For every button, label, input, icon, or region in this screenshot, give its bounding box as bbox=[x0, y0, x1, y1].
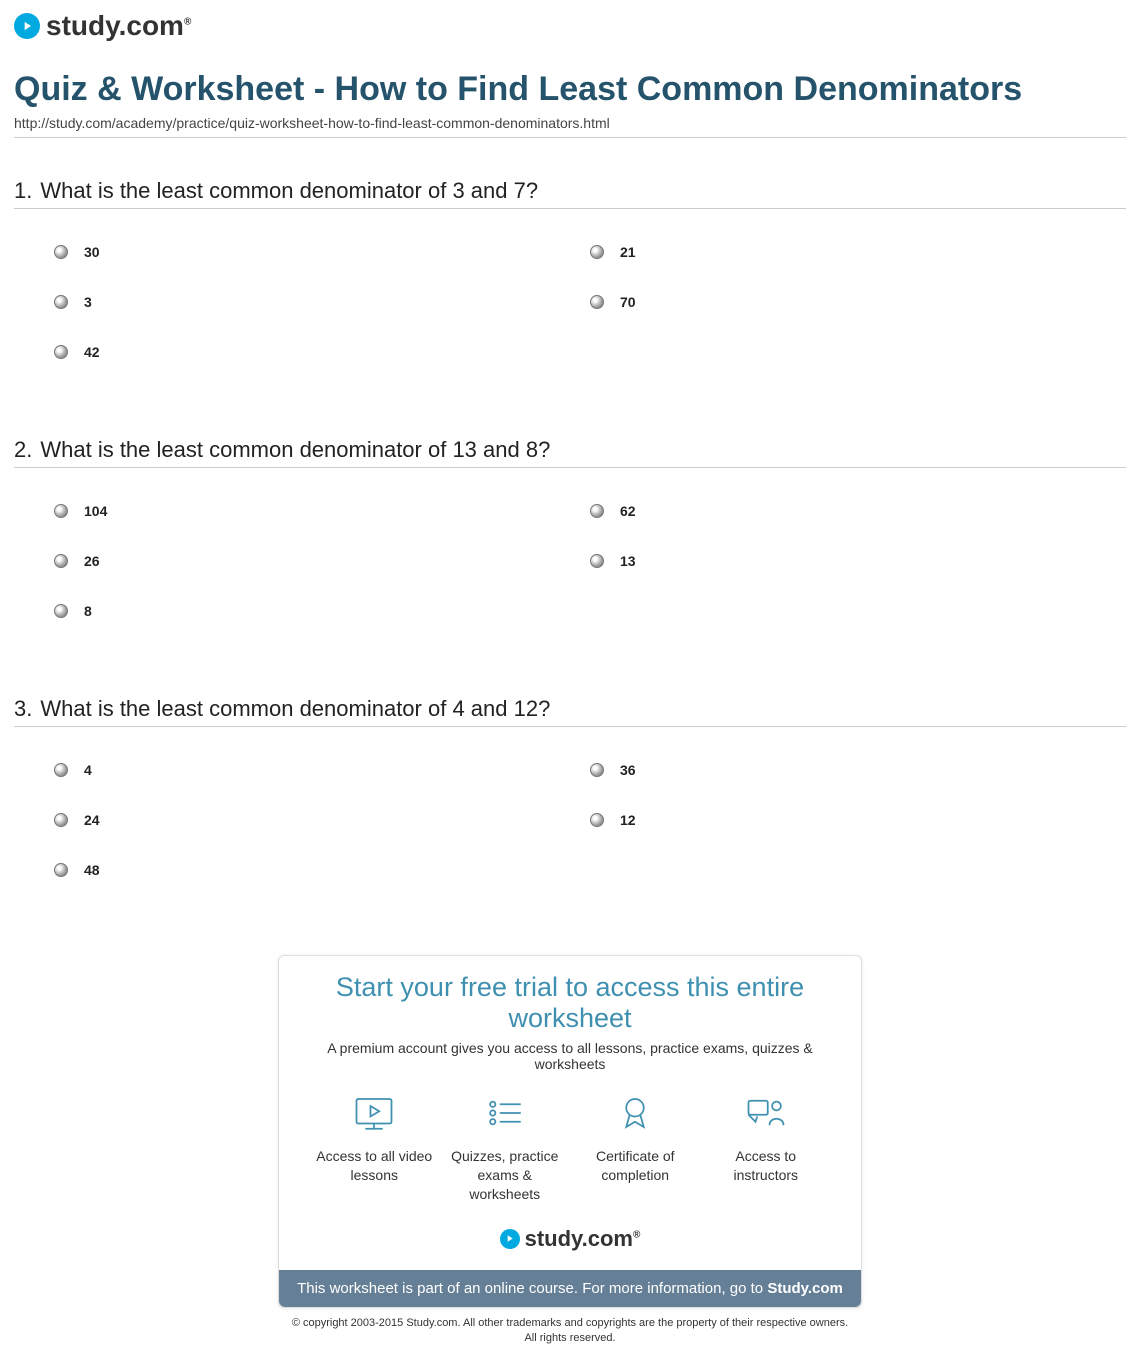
title-divider bbox=[14, 137, 1126, 138]
video-icon bbox=[353, 1094, 395, 1137]
option-label: 70 bbox=[620, 294, 636, 310]
option-label: 48 bbox=[84, 862, 100, 878]
question-text: What is the least common denominator of … bbox=[40, 178, 538, 204]
play-circle-icon bbox=[14, 13, 40, 39]
answer-option[interactable]: 26 bbox=[54, 536, 590, 586]
option-label: 30 bbox=[84, 244, 100, 260]
brand-tm: ® bbox=[184, 17, 191, 28]
radio-icon[interactable] bbox=[54, 813, 68, 827]
question-text: What is the least common denominator of … bbox=[40, 437, 550, 463]
promo-bar-text: This worksheet is part of an online cour… bbox=[297, 1280, 767, 1297]
page-title: Quiz & Worksheet - How to Find Least Com… bbox=[14, 70, 1126, 109]
question-number: 3. bbox=[14, 696, 32, 722]
radio-icon[interactable] bbox=[54, 504, 68, 518]
question-row: 1. What is the least common denominator o… bbox=[14, 178, 1126, 204]
feature-text: Certificate of completion bbox=[574, 1147, 697, 1185]
promo-feature: Quizzes, practice exams & worksheets bbox=[444, 1094, 567, 1204]
option-label: 104 bbox=[84, 503, 107, 519]
radio-icon[interactable] bbox=[590, 763, 604, 777]
radio-icon[interactable] bbox=[54, 863, 68, 877]
radio-icon[interactable] bbox=[54, 295, 68, 309]
brand-name: study.com® bbox=[46, 10, 191, 42]
list-icon bbox=[484, 1094, 526, 1137]
answer-option[interactable]: 48 bbox=[54, 845, 590, 895]
page-url: http://study.com/academy/practice/quiz-w… bbox=[14, 115, 1126, 131]
radio-icon[interactable] bbox=[54, 763, 68, 777]
answer-option[interactable]: 62 bbox=[590, 486, 1126, 536]
questions-container: 1. What is the least common denominator o… bbox=[14, 178, 1126, 895]
promo-brand-logo: study.com® bbox=[303, 1226, 837, 1252]
radio-icon[interactable] bbox=[590, 554, 604, 568]
question-block: 3. What is the least common denominator o… bbox=[14, 696, 1126, 895]
answer-option[interactable]: 24 bbox=[54, 795, 590, 845]
question-number: 1. bbox=[14, 178, 32, 204]
play-circle-icon bbox=[500, 1229, 520, 1249]
question-block: 2. What is the least common denominator o… bbox=[14, 437, 1126, 636]
option-label: 12 bbox=[620, 812, 636, 828]
copyright: © copyright 2003-2015 Study.com. All oth… bbox=[14, 1316, 1126, 1347]
copyright-line2: All rights reserved. bbox=[14, 1331, 1126, 1346]
option-label: 13 bbox=[620, 553, 636, 569]
radio-icon[interactable] bbox=[54, 604, 68, 618]
question-text: What is the least common denominator of … bbox=[40, 696, 550, 722]
question-row: 2. What is the least common denominator o… bbox=[14, 437, 1126, 463]
promo-brand-name: study.com® bbox=[525, 1226, 641, 1252]
options-grid: 104 62 26 13 8 bbox=[14, 486, 1126, 636]
promo-features: Access to all video lessonsQuizzes, prac… bbox=[303, 1094, 837, 1204]
options-grid: 4 36 24 12 48 bbox=[14, 745, 1126, 895]
promo-brand-name-text: study.com bbox=[525, 1226, 633, 1251]
answer-option[interactable]: 104 bbox=[54, 486, 590, 536]
answer-option[interactable]: 36 bbox=[590, 745, 1126, 795]
options-grid: 30 21 3 70 42 bbox=[14, 227, 1126, 377]
copyright-line1: © copyright 2003-2015 Study.com. All oth… bbox=[14, 1316, 1126, 1331]
radio-icon[interactable] bbox=[590, 813, 604, 827]
promo-feature: Certificate of completion bbox=[574, 1094, 697, 1204]
answer-option[interactable]: 42 bbox=[54, 327, 590, 377]
brand-logo: study.com® bbox=[14, 10, 1126, 42]
promo-brand-tm: ® bbox=[633, 1229, 640, 1240]
instructor-icon bbox=[745, 1094, 787, 1137]
feature-text: Quizzes, practice exams & worksheets bbox=[444, 1147, 567, 1204]
answer-option[interactable]: 21 bbox=[590, 227, 1126, 277]
answer-option[interactable]: 12 bbox=[590, 795, 1126, 845]
answer-option[interactable]: 3 bbox=[54, 277, 590, 327]
answer-option[interactable]: 70 bbox=[590, 277, 1126, 327]
radio-icon[interactable] bbox=[590, 295, 604, 309]
promo-bar-link[interactable]: Study.com bbox=[767, 1280, 843, 1297]
promo-subtitle: A premium account gives you access to al… bbox=[303, 1040, 837, 1072]
radio-icon[interactable] bbox=[590, 504, 604, 518]
option-label: 21 bbox=[620, 244, 636, 260]
promo-card: Start your free trial to access this ent… bbox=[278, 955, 862, 1308]
radio-icon[interactable] bbox=[54, 345, 68, 359]
option-label: 3 bbox=[84, 294, 92, 310]
brand-name-text: study.com bbox=[46, 10, 184, 41]
radio-icon[interactable] bbox=[590, 245, 604, 259]
feature-text: Access to all video lessons bbox=[313, 1147, 436, 1185]
option-label: 4 bbox=[84, 762, 92, 778]
option-label: 62 bbox=[620, 503, 636, 519]
radio-icon[interactable] bbox=[54, 245, 68, 259]
option-label: 24 bbox=[84, 812, 100, 828]
feature-text: Access to instructors bbox=[705, 1147, 828, 1185]
answer-option[interactable]: 30 bbox=[54, 227, 590, 277]
answer-option[interactable]: 4 bbox=[54, 745, 590, 795]
question-number: 2. bbox=[14, 437, 32, 463]
promo-footer-bar[interactable]: This worksheet is part of an online cour… bbox=[279, 1270, 861, 1307]
question-divider bbox=[14, 726, 1126, 727]
promo-feature: Access to instructors bbox=[705, 1094, 828, 1204]
question-divider bbox=[14, 467, 1126, 468]
option-label: 42 bbox=[84, 344, 100, 360]
answer-option[interactable]: 8 bbox=[54, 586, 590, 636]
question-divider bbox=[14, 208, 1126, 209]
badge-icon bbox=[614, 1094, 656, 1137]
option-label: 26 bbox=[84, 553, 100, 569]
question-row: 3. What is the least common denominator o… bbox=[14, 696, 1126, 722]
promo-feature: Access to all video lessons bbox=[313, 1094, 436, 1204]
option-label: 36 bbox=[620, 762, 636, 778]
option-label: 8 bbox=[84, 603, 92, 619]
question-block: 1. What is the least common denominator o… bbox=[14, 178, 1126, 377]
promo-title: Start your free trial to access this ent… bbox=[303, 972, 837, 1034]
answer-option[interactable]: 13 bbox=[590, 536, 1126, 586]
radio-icon[interactable] bbox=[54, 554, 68, 568]
